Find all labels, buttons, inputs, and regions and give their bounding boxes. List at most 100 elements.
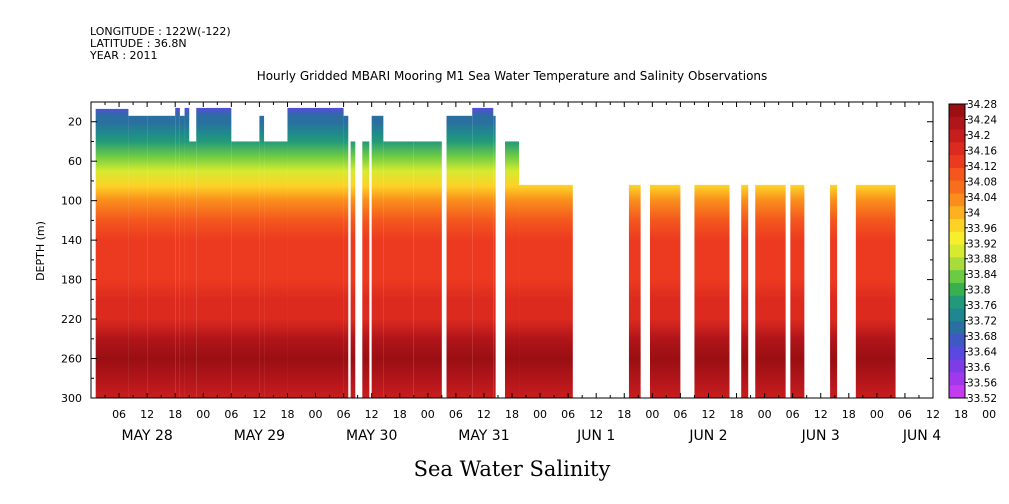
data-segment bbox=[264, 141, 288, 398]
data-segment bbox=[287, 141, 344, 398]
data-segment bbox=[95, 108, 129, 398]
colorbar-label: 33.56 bbox=[967, 378, 997, 390]
colorbar-label: 33.76 bbox=[967, 300, 997, 312]
colorbar-label: 34.16 bbox=[967, 145, 997, 157]
colorbar-label: 34.24 bbox=[967, 114, 997, 126]
data-segment bbox=[371, 115, 384, 399]
data-segment bbox=[649, 184, 681, 398]
colorbar-swatch bbox=[949, 193, 965, 207]
colorbar-swatch bbox=[949, 129, 965, 143]
data-segment bbox=[383, 141, 414, 398]
x-tick-label: 06 bbox=[112, 408, 126, 421]
data-segment bbox=[504, 141, 520, 398]
header-latitude: LATITUDE : 36.8N bbox=[90, 37, 187, 50]
x-day-label: MAY 30 bbox=[346, 428, 397, 444]
data-segment bbox=[694, 184, 730, 398]
colorbar-label: 34.12 bbox=[967, 161, 997, 173]
colorbar-label: 33.68 bbox=[967, 331, 997, 343]
colorbar-swatch bbox=[949, 206, 965, 220]
x-day-label: JUN 1 bbox=[576, 428, 615, 444]
colorbar-swatch bbox=[949, 180, 965, 194]
data-segment bbox=[628, 184, 641, 398]
colorbar-label: 33.88 bbox=[967, 254, 997, 266]
data-segment bbox=[186, 141, 197, 398]
colorbar-swatch bbox=[949, 346, 965, 361]
x-tick-label: 06 bbox=[898, 408, 912, 421]
x-tick-label: 18 bbox=[617, 408, 631, 421]
x-tick-label: 18 bbox=[168, 408, 182, 421]
data-segment bbox=[343, 115, 349, 399]
data-segment bbox=[175, 107, 180, 399]
x-day-label: JUN 2 bbox=[688, 428, 727, 444]
colorbar-swatch bbox=[949, 142, 965, 156]
x-axis: 06 12 18 00 06 12 18 00 06 12 18 00 06 12 18 00 06 12 18 00… bbox=[90, 102, 996, 444]
x-tick-label: 18 bbox=[393, 408, 407, 421]
x-tick-label: 18 bbox=[730, 408, 744, 421]
colorbar-swatch bbox=[949, 334, 965, 348]
colorbar-label: 34.28 bbox=[967, 99, 997, 111]
data-segment bbox=[790, 184, 805, 398]
y-axis-label: DEPTH (m) bbox=[34, 221, 47, 281]
colorbar-swatch bbox=[949, 385, 965, 399]
x-tick-label: 18 bbox=[505, 408, 519, 421]
y-tick-label: 100 bbox=[61, 195, 82, 208]
x-tick-label: 00 bbox=[196, 408, 210, 421]
y-tick-label: 60 bbox=[68, 155, 82, 168]
x-day-label: MAY 29 bbox=[234, 428, 285, 444]
x-tick-label: 12 bbox=[814, 408, 828, 421]
header-year: YEAR : 2011 bbox=[89, 49, 158, 62]
colorbar-swatch bbox=[949, 244, 965, 258]
x-tick-label: 00 bbox=[421, 408, 435, 421]
x-tick-label: 00 bbox=[645, 408, 659, 421]
data-segment bbox=[493, 115, 496, 399]
colorbar-swatch bbox=[949, 155, 965, 169]
data-segment bbox=[147, 115, 176, 399]
data-segment bbox=[413, 141, 442, 398]
colorbar-frame bbox=[948, 103, 966, 399]
colorbar-label: 34.08 bbox=[967, 176, 997, 188]
colorbar-swatch bbox=[949, 282, 965, 297]
colorbar-label: 33.84 bbox=[967, 269, 997, 281]
data-segment bbox=[179, 115, 185, 399]
colorbar-label: 34.04 bbox=[967, 192, 997, 204]
x-tick-label: 12 bbox=[252, 408, 266, 421]
x-tick-label: 18 bbox=[954, 408, 968, 421]
colorbar-label: 33.96 bbox=[967, 223, 997, 235]
data-segment bbox=[855, 184, 896, 398]
colorbar-swatch bbox=[949, 104, 965, 118]
x-tick-label: 00 bbox=[870, 408, 884, 421]
x-tick-label: 06 bbox=[786, 408, 800, 421]
x-tick-label: 00 bbox=[309, 408, 323, 421]
colorbar-swatch bbox=[949, 167, 965, 182]
x-tick-label: 18 bbox=[842, 408, 856, 421]
colorbar-swatch bbox=[949, 321, 965, 335]
colorbar-swatch bbox=[949, 270, 965, 284]
x-tick-label: 12 bbox=[365, 408, 379, 421]
data-segment bbox=[741, 184, 749, 398]
data-segment bbox=[755, 184, 786, 398]
colorbar-swatch bbox=[949, 308, 965, 322]
x-day-label: MAY 31 bbox=[458, 428, 509, 444]
x-tick-label: 06 bbox=[224, 408, 238, 421]
data-segment bbox=[519, 184, 573, 398]
x-tick-label: 00 bbox=[758, 408, 772, 421]
y-tick-label: 180 bbox=[61, 274, 82, 287]
colorbar-swatch bbox=[949, 257, 965, 271]
plot-area bbox=[90, 101, 934, 399]
colorbar-label: 34.2 bbox=[967, 130, 990, 142]
x-tick-label: 00 bbox=[982, 408, 996, 421]
data-segment bbox=[446, 115, 473, 399]
x-tick-label: 12 bbox=[701, 408, 715, 421]
data-segment bbox=[472, 107, 494, 399]
x-tick-label: 06 bbox=[673, 408, 687, 421]
data-segment bbox=[350, 141, 356, 398]
y-tick-label: 300 bbox=[61, 392, 82, 405]
colorbar-label: 33.92 bbox=[967, 238, 997, 250]
x-tick-label: 12 bbox=[589, 408, 603, 421]
chart-title: Hourly Gridded MBARI Mooring M1 Sea Wate… bbox=[257, 69, 768, 83]
y-axis: 20 60 100 140 180 220 260 300 bbox=[61, 101, 933, 405]
colorbar-swatch bbox=[949, 359, 965, 373]
y-tick-label: 220 bbox=[61, 313, 82, 326]
header-longitude: LONGITUDE : 122W(-122) bbox=[90, 25, 231, 38]
colorbar-swatch bbox=[949, 116, 965, 131]
